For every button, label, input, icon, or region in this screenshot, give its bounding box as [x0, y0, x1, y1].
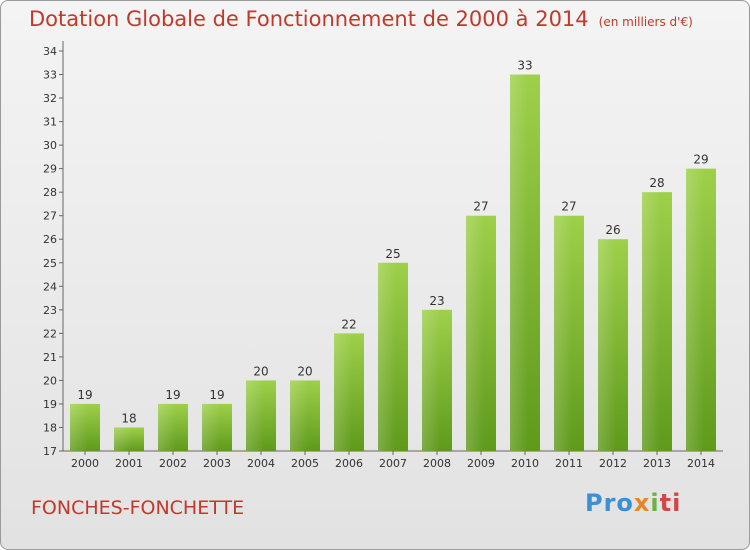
x-tick-label: 2012: [599, 457, 627, 470]
x-tick-label: 2006: [335, 457, 363, 470]
x-tick-label: 2001: [115, 457, 143, 470]
x-tick-label: 2014: [687, 457, 715, 470]
logo-part-1: Pro: [585, 489, 634, 517]
y-tick-label: 24: [43, 280, 57, 293]
bar-highlight: [510, 74, 540, 451]
logo-part-2: x: [633, 489, 651, 517]
x-tick-label: 2004: [247, 457, 275, 470]
x-tick-label: 2003: [203, 457, 231, 470]
x-tick-label: 2008: [423, 457, 451, 470]
x-tick-label: 2002: [159, 457, 187, 470]
bar-highlight: [202, 403, 232, 451]
bar-value-label: 27: [561, 200, 576, 214]
y-tick-label: 25: [43, 257, 57, 270]
bar-value-label: 20: [297, 364, 312, 378]
x-tick-label: 2007: [379, 457, 407, 470]
bar-highlight: [466, 215, 496, 451]
y-tick-label: 17: [43, 445, 57, 458]
bar-value-label: 20: [253, 364, 268, 378]
bar-highlight: [290, 380, 320, 451]
bar-highlight: [686, 168, 716, 451]
logo-part-4: ti: [659, 489, 682, 517]
x-tick-label: 2011: [555, 457, 583, 470]
y-tick-label: 30: [43, 139, 57, 152]
x-tick-label: 2005: [291, 457, 319, 470]
bar-highlight: [598, 239, 628, 451]
bar-highlight: [70, 403, 100, 451]
bar-value-label: 27: [473, 200, 488, 214]
x-tick-label: 2013: [643, 457, 671, 470]
bar-highlight: [554, 215, 584, 451]
y-tick-label: 19: [43, 398, 57, 411]
bar-chart: 17 18 19 20 21 22 23 24 25 26 27 28 29 30 31 32 33 34 19 20…: [43, 41, 723, 470]
commune-name: FONCHES-FONCHETTE: [31, 497, 245, 519]
y-tick-label: 22: [43, 327, 57, 340]
bar-highlight: [158, 403, 188, 451]
bar-highlight: [334, 333, 364, 451]
logo-part-3: i: [650, 489, 660, 517]
y-tick-label: 26: [43, 233, 57, 246]
bar-value-label: 33: [517, 59, 532, 73]
bar-value-label: 19: [165, 388, 180, 402]
x-tick-label: 2009: [467, 457, 495, 470]
bar-value-label: 29: [693, 153, 708, 167]
unit-label: (en milliers d'€): [598, 15, 693, 29]
x-tick-label: 2000: [71, 457, 99, 470]
y-tick-label: 18: [43, 421, 57, 434]
bar-value-label: 22: [341, 317, 356, 331]
y-tick-label: 21: [43, 351, 57, 364]
y-tick-label: 27: [43, 210, 57, 223]
proxiti-logo: Proxiti: [585, 489, 681, 517]
bar-value-label: 23: [429, 294, 444, 308]
bar-highlight: [422, 309, 452, 451]
bar-value-label: 19: [209, 388, 224, 402]
y-tick-label: 34: [43, 45, 57, 58]
bar-value-label: 19: [77, 388, 92, 402]
bar-value-label: 26: [605, 223, 620, 237]
y-tick-label: 23: [43, 304, 57, 317]
y-tick-label: 29: [43, 163, 57, 176]
bar-value-label: 25: [385, 247, 400, 261]
bar-highlight: [114, 427, 144, 451]
bar-highlight: [378, 262, 408, 451]
y-tick-label: 28: [43, 186, 57, 199]
x-tick-label: 2010: [511, 457, 539, 470]
chart-title-text: Dotation Globale de Fonctionnement de 20…: [29, 7, 589, 31]
y-tick-label: 32: [43, 92, 57, 105]
y-tick-label: 20: [43, 374, 57, 387]
y-tick-label: 33: [43, 69, 57, 82]
y-tick-label: 31: [43, 116, 57, 129]
chart-title: Dotation Globale de Fonctionnement de 20…: [29, 7, 693, 31]
bar-value-label: 28: [649, 176, 664, 190]
bar-highlight: [642, 192, 672, 452]
bar-value-label: 18: [121, 411, 136, 425]
bar-highlight: [246, 380, 276, 451]
